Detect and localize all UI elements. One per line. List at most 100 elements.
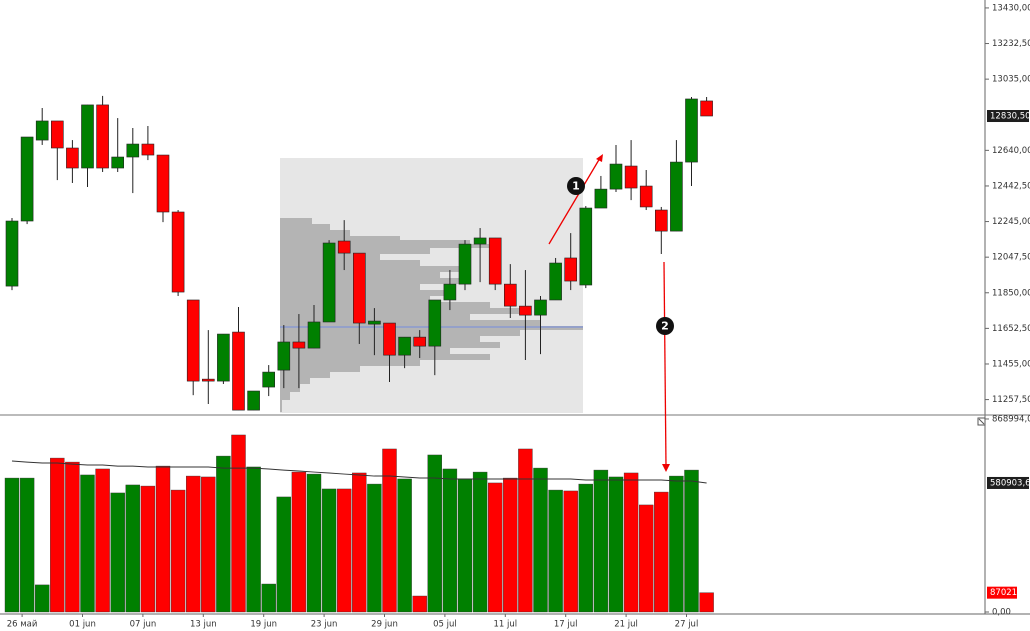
arrow [663, 261, 667, 467]
candle-body [111, 156, 124, 169]
volume-bar [669, 475, 684, 613]
moving-average [11, 460, 707, 484]
candle-body [81, 104, 94, 169]
x-tick-label: 26 май [7, 620, 38, 630]
volume-bar [654, 491, 669, 613]
candle-body [639, 185, 653, 208]
candle-body [654, 209, 668, 232]
volume-bar [4, 477, 20, 613]
volume-bar [80, 474, 95, 613]
candle-body [564, 257, 578, 282]
candle-body [217, 333, 230, 382]
volume-bar [110, 492, 125, 613]
volume-marker-label: 87021 [990, 588, 1017, 598]
x-tick-label: 19 jun [250, 620, 277, 630]
volume-bar [261, 583, 276, 613]
ma-marker [987, 476, 1029, 489]
volume-bar [639, 504, 654, 613]
x-tick-label: 23 jun [311, 620, 338, 630]
candle-body [307, 321, 321, 349]
y-tick-label: 11652,50 [992, 324, 1030, 334]
volume-bar [321, 488, 337, 613]
volume-bar [231, 434, 246, 613]
arrow-head [596, 154, 603, 162]
volume-bar [488, 482, 503, 613]
annotation-label: 2 [661, 320, 669, 333]
candle-body [685, 98, 698, 163]
y-tick-label: 11257,50 [992, 395, 1030, 405]
y-tick-label: 13035,00 [992, 75, 1030, 85]
volume-bar [472, 471, 488, 613]
volume-bar [216, 455, 231, 613]
candle-body [579, 207, 593, 286]
volume-bar [608, 476, 624, 613]
volume-bar [623, 472, 639, 613]
volume-bar [699, 592, 714, 613]
y-tick-label: 11455,00 [992, 359, 1030, 369]
arrow [548, 157, 601, 245]
volume-bar [427, 454, 442, 613]
x-tick-label: 21 jul [614, 620, 638, 630]
volume-bar [125, 484, 141, 613]
y-tick-label: 12047,50 [992, 253, 1030, 263]
volume-bar [412, 595, 427, 613]
candle-body [277, 341, 291, 371]
volume-bar [563, 490, 578, 613]
candle-body [322, 242, 336, 323]
volume-bar [518, 448, 533, 613]
candle-body [5, 220, 19, 287]
candle-body [337, 240, 351, 254]
candle-body [232, 331, 245, 411]
candle-body [66, 147, 79, 169]
volume-bar [170, 489, 186, 613]
x-tick-label: 13 jun [190, 620, 217, 630]
candle-body [443, 283, 457, 301]
volume-bar [185, 475, 201, 613]
candle-body [171, 211, 185, 293]
candle-body [624, 165, 638, 189]
volume-bar [367, 483, 382, 613]
candle-body [50, 120, 64, 149]
volume-bar [352, 472, 367, 613]
price-marker [987, 110, 1029, 123]
volume-bar [140, 485, 156, 613]
ma-marker-label: 580903,62 [990, 478, 1030, 488]
volume-bar [65, 461, 80, 613]
volume-bar [578, 483, 593, 613]
volume-bar [397, 478, 412, 613]
y-tick-label: 12245,00 [992, 217, 1030, 227]
price-marker-label: 12830,50 [990, 112, 1030, 122]
candle-body [428, 299, 442, 347]
annotation-badge [656, 317, 674, 335]
volume-bar [503, 477, 518, 613]
y-tick-label: 11850,00 [992, 288, 1030, 298]
x-tick-label: 07 jun [130, 620, 157, 630]
volume-bar [337, 488, 352, 613]
candle-body [534, 299, 547, 316]
x-tick-label: 05 jul [433, 620, 457, 630]
volume-bar [593, 469, 609, 613]
volume-bar [155, 465, 171, 613]
annotation-label: 1 [572, 180, 580, 193]
candle-body [594, 188, 608, 209]
candle-body [141, 143, 155, 156]
candle-body [156, 154, 170, 213]
candle-body [202, 378, 215, 382]
volume-bar [246, 466, 261, 613]
y-tick-label: 868994,00 [992, 414, 1030, 424]
volume-bar [35, 584, 50, 613]
candle-body [503, 283, 517, 307]
pane-button-icon [978, 418, 985, 425]
candle-body [473, 237, 487, 245]
y-tick-label: 0,00 [992, 608, 1011, 618]
x-tick-label: 29 jun [371, 620, 398, 630]
volume-marker [987, 586, 1017, 599]
candle-body [186, 299, 200, 382]
volume-bar [19, 477, 35, 613]
volume-bar [457, 478, 473, 613]
y-tick-label: 13430,00 [992, 3, 1030, 13]
candle-body [35, 120, 49, 141]
volume-bar [291, 471, 307, 613]
